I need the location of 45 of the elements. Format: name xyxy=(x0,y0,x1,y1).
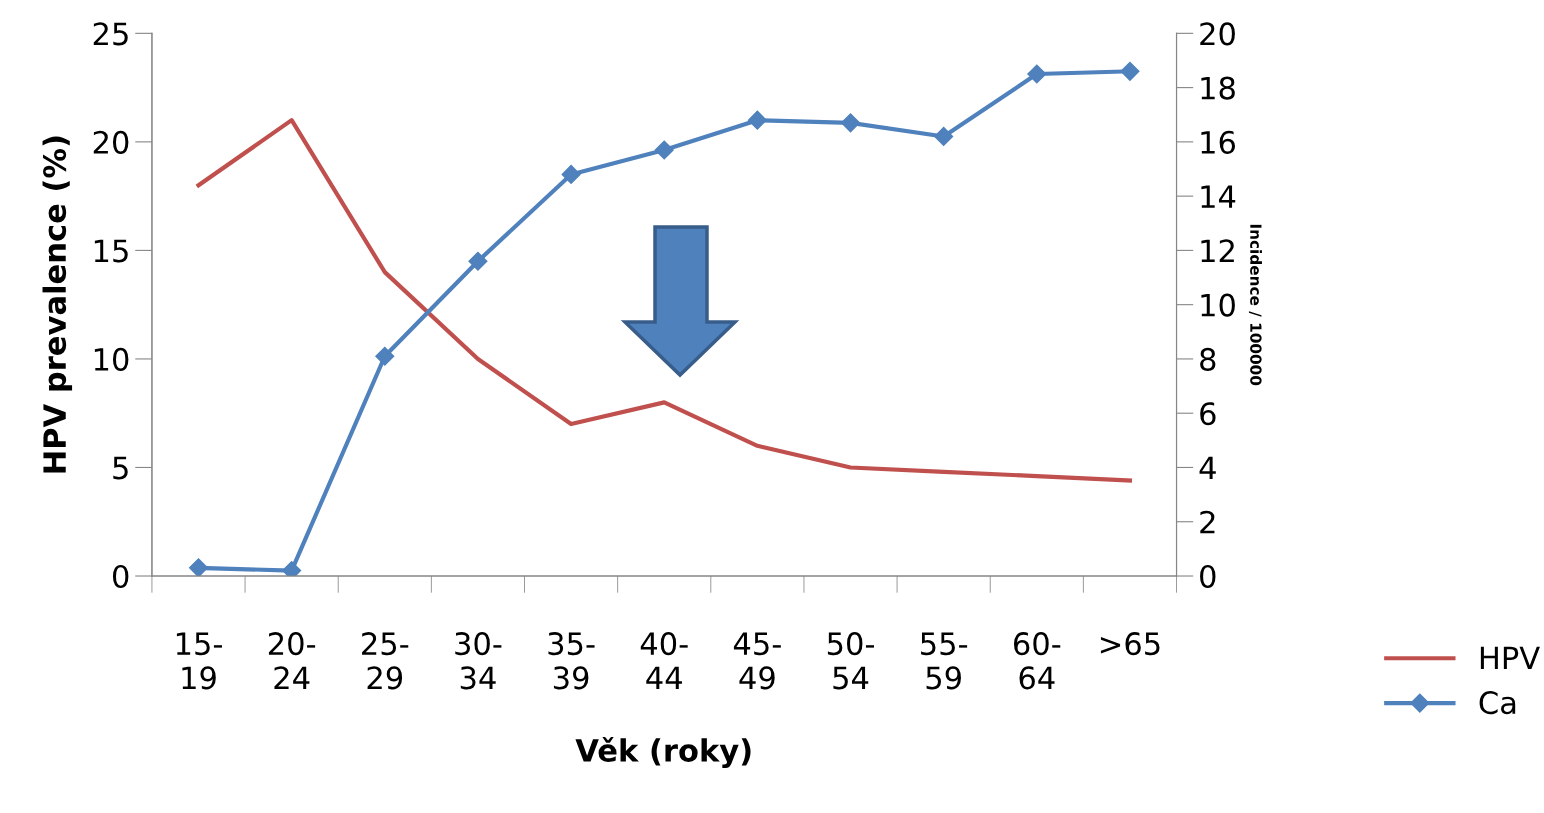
point xyxy=(375,346,395,366)
legend-label: Ca xyxy=(1479,691,1516,715)
y2-tick-label: 8 xyxy=(1200,347,1216,371)
point xyxy=(188,558,209,577)
y2-tick-label: 4 xyxy=(1199,456,1216,480)
y2-tick-label: 10 xyxy=(1201,293,1235,317)
y-tick-label: 5 xyxy=(113,456,128,480)
point xyxy=(840,113,861,133)
y2-tick-label: 12 xyxy=(1201,239,1234,263)
y2-tick-label: 2 xyxy=(1200,510,1215,534)
point xyxy=(468,251,488,271)
y2-tick-label: 6 xyxy=(1200,402,1216,426)
x-tick-label: 60- 64 xyxy=(1013,632,1061,690)
point xyxy=(1120,61,1140,81)
point xyxy=(561,164,581,184)
point xyxy=(747,110,767,130)
point xyxy=(1027,64,1047,84)
y-tick-label: 15 xyxy=(94,239,128,263)
line-series xyxy=(196,118,1133,483)
legend-label: HPV xyxy=(1480,646,1540,669)
x-tick-label: 35- 39 xyxy=(548,632,595,690)
y2-axis-title: Incidence / 100000 xyxy=(1248,224,1262,386)
x-tick-label: 20- 24 xyxy=(268,632,316,689)
x-tick-label: 55- 59 xyxy=(921,632,968,690)
y-tick-label: 0 xyxy=(112,564,129,589)
y-tick-label: 25 xyxy=(93,22,128,46)
x-tick-label: 40- 44 xyxy=(640,632,688,689)
y-tick-label: 20 xyxy=(93,130,129,154)
x-tick-label: 45- 49 xyxy=(733,632,781,690)
point xyxy=(282,561,302,577)
point xyxy=(934,126,954,146)
y2-tick-label: 16 xyxy=(1201,130,1236,154)
y-tick-label: 10 xyxy=(94,347,129,371)
x-tick-label: 30- 34 xyxy=(455,632,502,690)
y-axis-title: HPV prevalence (%) xyxy=(42,136,73,473)
point xyxy=(654,140,674,160)
y2-tick-label: 14 xyxy=(1201,185,1236,208)
x-tick-label: 25- 29 xyxy=(362,632,409,690)
x-tick-label: 50- 54 xyxy=(827,632,874,690)
y2-tick-label: 18 xyxy=(1201,76,1235,100)
x-axis-title: Věk (roky) xyxy=(575,737,751,769)
y2-tick-label: 20 xyxy=(1200,22,1235,46)
x-tick-label: 15- 19 xyxy=(176,632,222,690)
y2-tick-label: 0 xyxy=(1200,564,1216,589)
x-tick-label: >65 xyxy=(1100,632,1160,656)
